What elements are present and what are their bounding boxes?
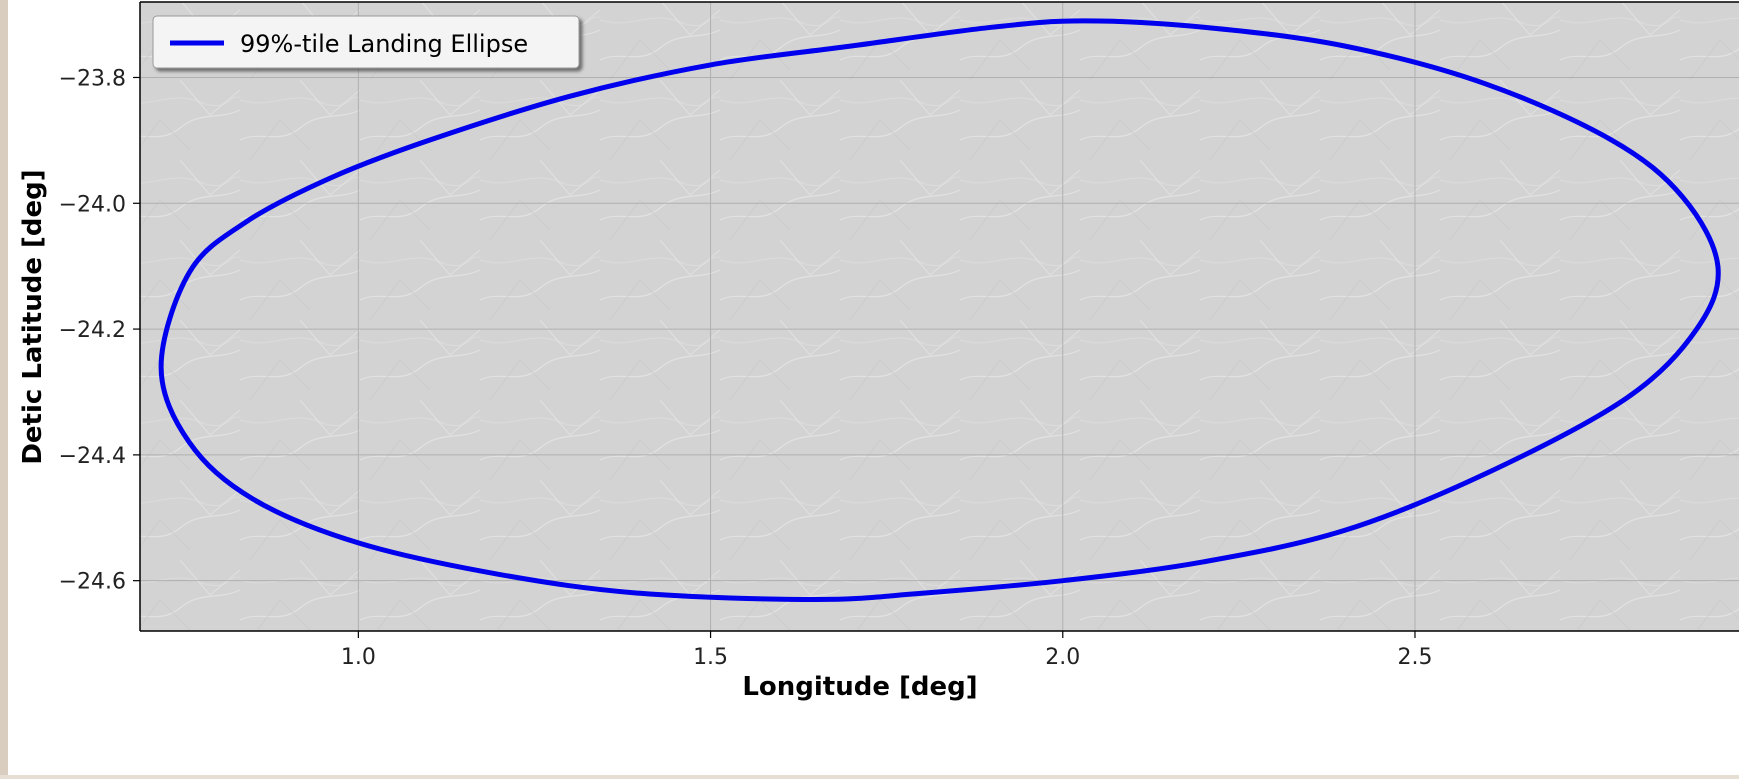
landing-ellipse-line xyxy=(158,18,1721,603)
y-tick-label: −24.0 xyxy=(59,192,126,217)
y-axis-ticks: −23.8 −24.0 −24.2 −24.4 −24.6 xyxy=(59,66,140,595)
x-axis-ticks: 1.0 1.5 2.0 2.5 xyxy=(341,631,1432,670)
x-axis-label: Longitude [deg] xyxy=(742,672,977,702)
x-tick-label: 2.5 xyxy=(1397,645,1432,670)
page-edge-strip xyxy=(0,0,8,775)
legend-box xyxy=(152,15,580,69)
y-tick-label: −24.2 xyxy=(59,318,126,343)
legend-label: 99%-tile Landing Ellipse xyxy=(240,30,528,58)
y-tick-label: −23.8 xyxy=(59,66,126,91)
plot-area xyxy=(140,2,1739,631)
y-axis-label: Detic Latitude [deg] xyxy=(18,169,48,464)
x-tick-label: 1.0 xyxy=(341,645,376,670)
legend: 99%-tile Landing Ellipse xyxy=(152,15,580,69)
y-tick-label: −24.4 xyxy=(59,444,126,469)
x-tick-label: 1.5 xyxy=(693,645,728,670)
series-layer xyxy=(158,18,1721,603)
x-tick-label: 2.0 xyxy=(1045,645,1080,670)
grid xyxy=(140,2,1739,631)
y-tick-label: −24.6 xyxy=(59,570,126,595)
